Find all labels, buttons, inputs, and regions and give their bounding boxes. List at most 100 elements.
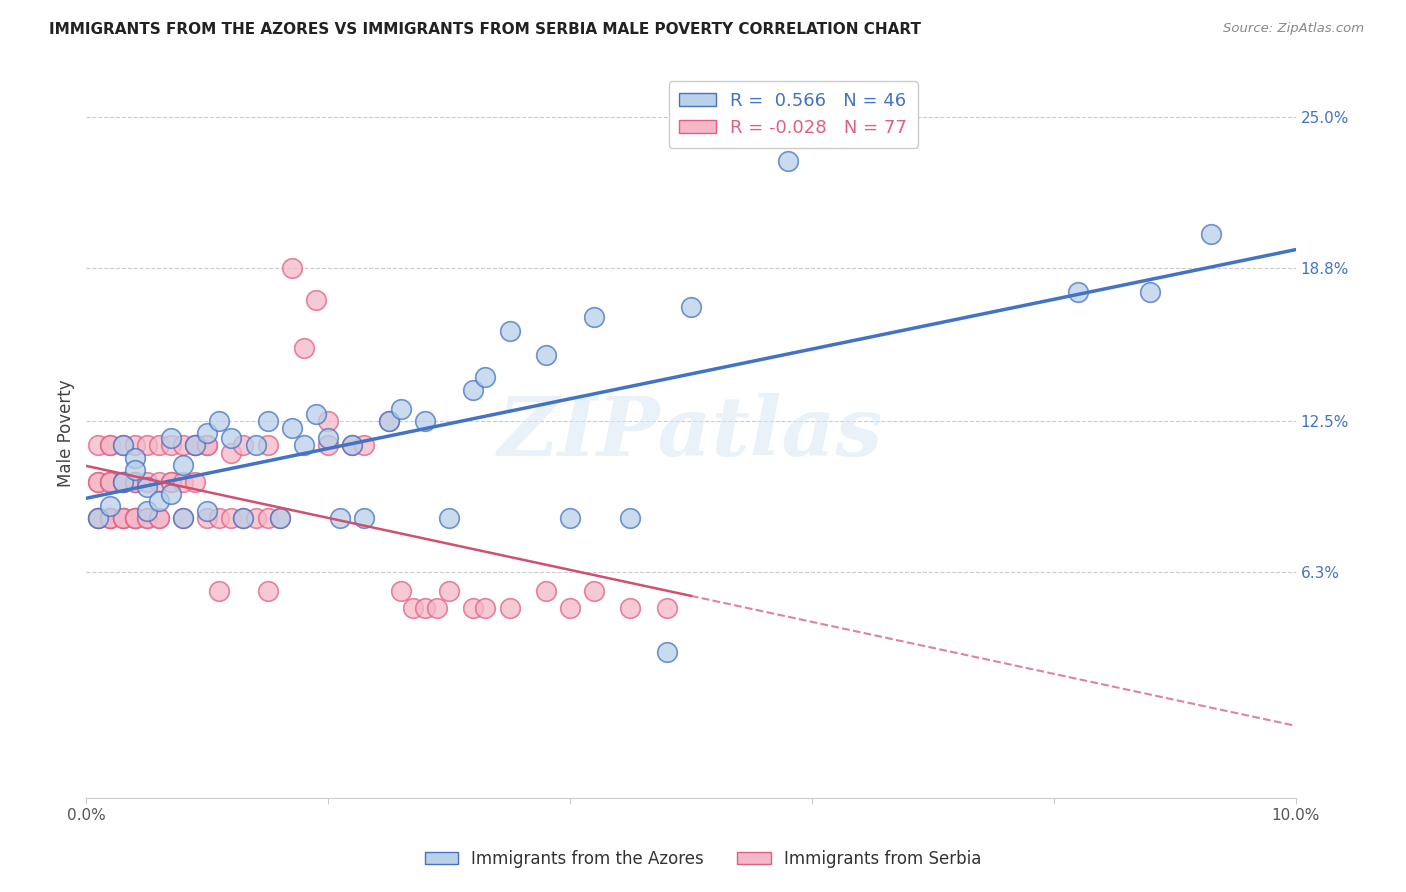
Point xyxy=(172,438,194,452)
Point xyxy=(124,475,146,489)
Point xyxy=(160,431,183,445)
Point xyxy=(232,511,254,525)
Point xyxy=(413,601,436,615)
Text: Source: ZipAtlas.com: Source: ZipAtlas.com xyxy=(1223,22,1364,36)
Point xyxy=(124,511,146,525)
Point xyxy=(389,584,412,599)
Point xyxy=(172,458,194,472)
Point xyxy=(172,511,194,525)
Point xyxy=(100,511,122,525)
Point xyxy=(148,475,170,489)
Point xyxy=(437,584,460,599)
Point xyxy=(124,511,146,525)
Point xyxy=(160,487,183,501)
Point xyxy=(100,511,122,525)
Point xyxy=(208,511,231,525)
Point xyxy=(184,475,207,489)
Point xyxy=(172,511,194,525)
Point xyxy=(377,414,399,428)
Point xyxy=(232,438,254,452)
Point xyxy=(329,511,352,525)
Point xyxy=(124,450,146,465)
Text: ZIPatlas: ZIPatlas xyxy=(498,393,884,474)
Point xyxy=(463,601,485,615)
Point xyxy=(160,475,183,489)
Point xyxy=(389,401,412,416)
Point xyxy=(100,438,122,452)
Point xyxy=(583,584,606,599)
Point xyxy=(292,438,315,452)
Legend: R =  0.566   N = 46, R = -0.028   N = 77: R = 0.566 N = 46, R = -0.028 N = 77 xyxy=(669,81,918,148)
Point xyxy=(1139,285,1161,300)
Point xyxy=(111,475,134,489)
Point xyxy=(583,310,606,324)
Point xyxy=(498,324,520,338)
Point xyxy=(281,421,304,435)
Point xyxy=(148,494,170,508)
Point xyxy=(679,300,702,314)
Point xyxy=(135,480,157,494)
Point xyxy=(305,407,328,421)
Point xyxy=(316,414,339,428)
Point xyxy=(498,601,520,615)
Point xyxy=(208,584,231,599)
Point xyxy=(100,475,122,489)
Point xyxy=(111,475,134,489)
Point xyxy=(100,500,122,514)
Point xyxy=(1199,227,1222,241)
Legend: Immigrants from the Azores, Immigrants from Serbia: Immigrants from the Azores, Immigrants f… xyxy=(418,844,988,875)
Point xyxy=(437,511,460,525)
Y-axis label: Male Poverty: Male Poverty xyxy=(58,379,75,487)
Point xyxy=(100,475,122,489)
Point xyxy=(160,475,183,489)
Point xyxy=(148,511,170,525)
Point xyxy=(111,511,134,525)
Point xyxy=(402,601,425,615)
Point xyxy=(148,511,170,525)
Point xyxy=(256,584,278,599)
Point xyxy=(256,414,278,428)
Point xyxy=(245,511,267,525)
Point xyxy=(148,438,170,452)
Point xyxy=(316,431,339,445)
Point xyxy=(172,475,194,489)
Point xyxy=(221,511,243,525)
Point xyxy=(124,511,146,525)
Point xyxy=(184,438,207,452)
Point xyxy=(426,601,449,615)
Text: IMMIGRANTS FROM THE AZORES VS IMMIGRANTS FROM SERBIA MALE POVERTY CORRELATION CH: IMMIGRANTS FROM THE AZORES VS IMMIGRANTS… xyxy=(49,22,921,37)
Point xyxy=(353,511,375,525)
Point xyxy=(100,511,122,525)
Point xyxy=(87,475,110,489)
Point xyxy=(111,438,134,452)
Point xyxy=(135,511,157,525)
Point xyxy=(111,438,134,452)
Point xyxy=(208,414,231,428)
Point xyxy=(463,383,485,397)
Point xyxy=(474,370,496,384)
Point xyxy=(135,438,157,452)
Point xyxy=(305,293,328,307)
Point xyxy=(87,475,110,489)
Point xyxy=(111,511,134,525)
Point xyxy=(413,414,436,428)
Point xyxy=(100,475,122,489)
Point xyxy=(353,438,375,452)
Point xyxy=(256,438,278,452)
Point xyxy=(558,511,581,525)
Point xyxy=(534,349,557,363)
Point xyxy=(135,504,157,518)
Point xyxy=(619,511,641,525)
Point xyxy=(124,438,146,452)
Point xyxy=(160,438,183,452)
Point xyxy=(342,438,364,452)
Point xyxy=(292,341,315,355)
Point xyxy=(195,426,218,441)
Point xyxy=(269,511,291,525)
Point xyxy=(184,438,207,452)
Point xyxy=(232,511,254,525)
Point xyxy=(655,645,678,659)
Point xyxy=(534,584,557,599)
Point xyxy=(111,475,134,489)
Point xyxy=(558,601,581,615)
